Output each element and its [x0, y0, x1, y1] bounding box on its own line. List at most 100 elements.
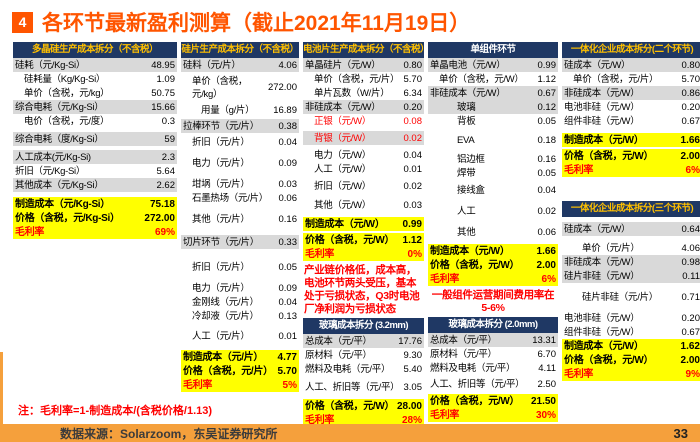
section-header: 单组件环节	[428, 42, 558, 58]
row-label: 价格（含税，元/W）	[430, 259, 520, 271]
row-label: 单价（含税，元/kg）	[24, 87, 110, 99]
cost-row: 综合电耗（度/Kg-Si） 59	[13, 132, 177, 146]
row-value: 0.04	[537, 184, 557, 196]
row-value: 0.71	[681, 291, 700, 303]
row-label: 价格（含税，元/W）	[564, 354, 654, 366]
row-value: 0.13	[278, 310, 298, 322]
cost-row: 价格（含税，元/W） 2.00	[428, 258, 558, 272]
cost-row: 价格（含税，元/片） 5.70	[181, 364, 299, 378]
cost-row: 石墨热场（元/片） 0.06	[181, 191, 299, 205]
cost-row: 单片瓦数（W/片） 6.34	[303, 86, 424, 100]
row-value: 0.12	[537, 101, 557, 113]
row-label: 坩埚（元/片）	[192, 178, 250, 190]
cost-row: 单价（含税，元/kg） 50.75	[13, 86, 177, 100]
cost-row: 人工成本(元/Kg-Si) 2.3	[13, 150, 177, 164]
cost-row: EVA 0.18	[428, 133, 558, 147]
cost-row: 冷却液（元/片） 0.13	[181, 309, 299, 323]
cost-row: 单晶硅片（元/W） 0.80	[303, 58, 424, 72]
row-label: 折旧（元/片）	[192, 261, 250, 273]
cost-row: 燃料及电耗（元/平） 4.11	[428, 361, 558, 375]
cost-row: 毛利率 28%	[303, 413, 424, 427]
row-value: 6.34	[403, 87, 423, 99]
row-label: 非硅成本（元/W）	[564, 87, 640, 99]
cost-row: 制造成本（元/片） 4.77	[181, 350, 299, 364]
row-label: 冷却液（元/片）	[192, 310, 259, 322]
row-value: 272.00	[144, 212, 175, 224]
row-value: 0.08	[403, 115, 423, 127]
column-polysilicon: 多晶硅生产成本拆分（不含税） 硅耗（元/Kg-Si） 48.95 硅耗量（Kg/Kg-…	[13, 42, 177, 239]
row-label: 人工（元/W）	[314, 163, 372, 175]
cost-row: 非硅成本（元/W） 0.67	[428, 86, 558, 100]
row-label: 价格（含税，元/W）	[430, 395, 520, 407]
row-label: 燃料及电耗（元/平）	[430, 362, 516, 374]
cost-row: 制造成本（元/W） 1.66	[562, 133, 700, 147]
row-value: 4.06	[681, 242, 700, 254]
cost-row: 燃料及电耗（元/平） 5.40	[303, 362, 424, 376]
cost-row: 价格（含税，元/W） 2.00	[562, 353, 700, 367]
row-label: 毛利率	[430, 409, 460, 421]
cost-row: 单价（含税，元/kg） 272.00	[181, 74, 299, 101]
cost-row: 人工、折旧等（元/平） 3.05	[303, 380, 424, 394]
cost-row: 价格（含税，元/W） 2.00	[562, 149, 700, 163]
row-label: 单晶硅片（元/W）	[305, 59, 381, 71]
row-label: 硅耗（元/Kg-Si）	[15, 59, 86, 71]
cost-row: 其他成本（元/Kg-Si） 2.62	[13, 178, 177, 192]
cost-row: 玻璃 0.12	[428, 100, 558, 114]
page-number: 33	[673, 425, 688, 441]
row-value: 0.04	[403, 149, 423, 161]
row-label: 金刚线（元/片）	[192, 296, 259, 308]
cost-row: 硅片非硅（元/片） 0.71	[562, 290, 700, 304]
row-value: 1.12	[402, 234, 422, 246]
row-label: 组件非硅（元/W）	[564, 326, 640, 338]
row-value: 3.05	[403, 381, 423, 393]
cost-row: 折旧（元/Kg-Si） 5.64	[13, 164, 177, 178]
row-value: 0.06	[278, 192, 298, 204]
section-header: 玻璃成本拆分 (3.2mm)	[303, 318, 424, 334]
row-value: 2.00	[680, 354, 700, 366]
row-label: 毛利率	[430, 273, 460, 285]
row-value: 272.00	[267, 82, 297, 93]
data-source: 数据来源：Solarzoom，东吴证券研究所	[60, 426, 278, 441]
row-label: 电价（含税，元/度）	[24, 115, 110, 127]
cost-row: 单晶电池（元/W） 0.99	[428, 58, 558, 72]
row-value: 15.66	[151, 101, 175, 113]
row-value: 0.38	[278, 120, 298, 132]
row-label: 单价（元/片）	[582, 242, 640, 254]
row-value: 0.03	[278, 178, 298, 190]
cost-row: 非硅成本（元/W） 0.86	[562, 86, 700, 100]
cost-row: 单价（含税，元/W） 1.12	[428, 72, 558, 86]
row-label: 价格（含税，元/W）	[305, 234, 395, 246]
row-label: 其他（元/片）	[192, 213, 250, 225]
cost-row: 电力（元/W） 0.04	[303, 148, 424, 162]
cost-row: 坩埚（元/片） 0.03	[181, 177, 299, 191]
row-value: 0.64	[681, 223, 700, 235]
row-label: 非硅成本（元/W）	[564, 256, 640, 268]
row-value: 30%	[535, 409, 556, 421]
cost-row: 单价（元/片） 4.06	[562, 241, 700, 255]
row-value: 0.20	[681, 312, 700, 324]
slide-title-row: 4 各环节最新盈利测算（截止2021年11月19日）	[0, 0, 700, 40]
row-value: 50.75	[151, 87, 175, 99]
cost-row: 单价（含税，元/片） 5.70	[303, 72, 424, 86]
row-label: 电力（元/片）	[192, 157, 250, 169]
row-label: 综合电耗（度/Kg-Si）	[15, 133, 104, 145]
cost-row: 毛利率 5%	[181, 378, 299, 392]
row-value: 0.18	[537, 134, 557, 146]
row-label: 电池非硅（元/W）	[564, 101, 640, 113]
section-header: 电池片生产成本拆分（不含税）	[303, 42, 424, 58]
row-value: 4.11	[538, 362, 556, 374]
cost-row: 原材料（元/平） 9.30	[303, 348, 424, 362]
cost-row: 人工（元/W） 0.01	[303, 162, 424, 176]
row-value: 0.05	[278, 261, 298, 273]
row-label: 硅耗量（Kg/Kg-Si）	[24, 73, 106, 85]
row-label: 其他	[457, 226, 476, 238]
row-value: 9.30	[403, 349, 423, 361]
row-label: 人工、折旧等（元/平）	[430, 378, 525, 390]
row-label: 折旧（元/Kg-Si）	[15, 165, 86, 177]
row-value: 0.86	[681, 87, 700, 99]
row-value: 0.05	[537, 167, 557, 179]
row-label: 硅片非硅（元/W）	[564, 270, 640, 282]
row-label: 人工、折旧等（元/平）	[305, 381, 400, 393]
row-label: 毛利率	[305, 414, 335, 426]
row-label: 硅成本（元/W）	[564, 223, 631, 235]
